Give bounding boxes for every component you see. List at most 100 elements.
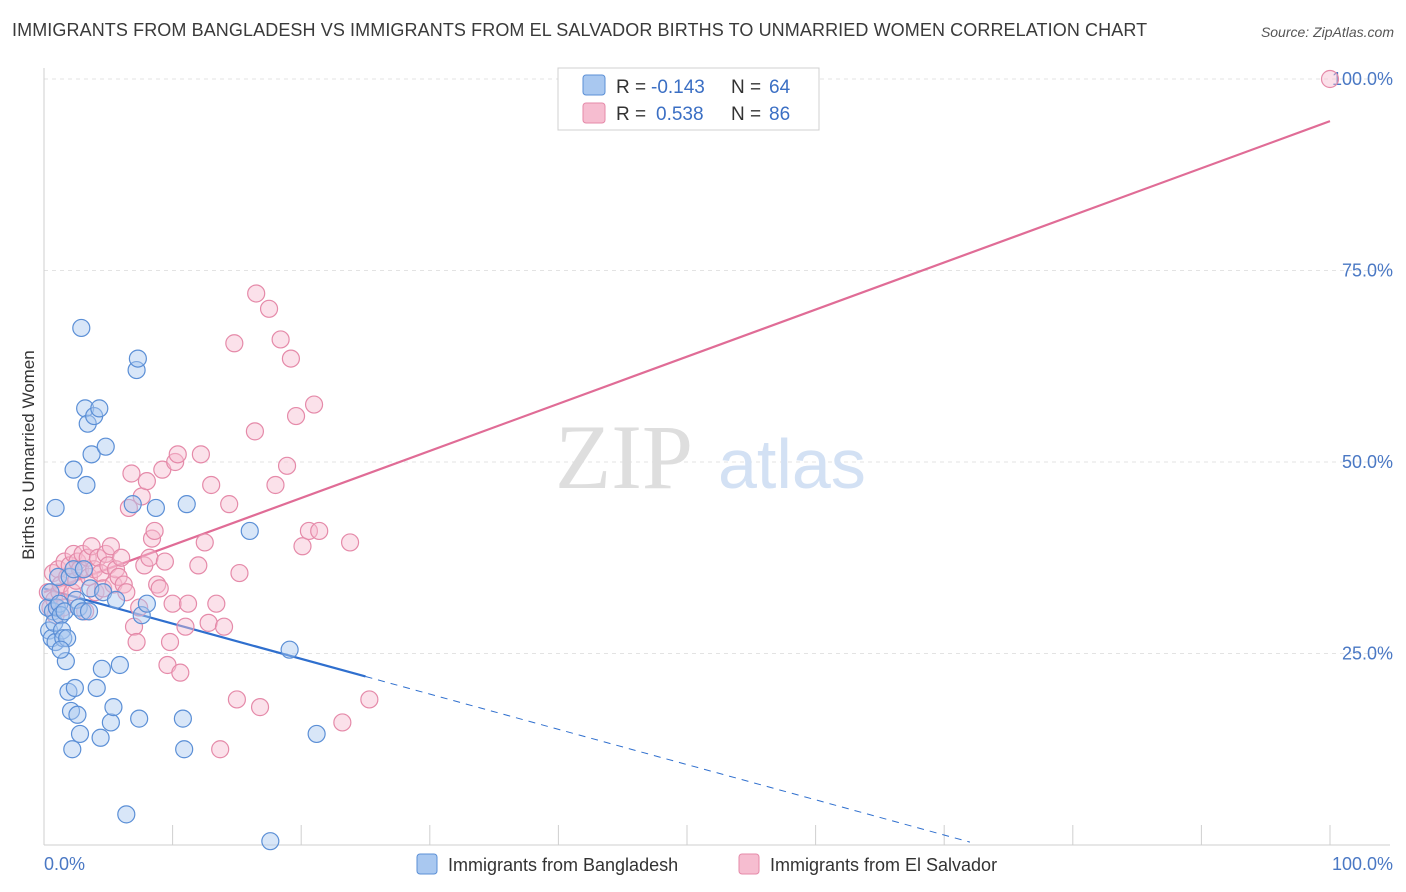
point-el-salvador	[227, 690, 246, 709]
point-bangladesh	[96, 437, 115, 456]
y-tick-label-75: 75.0%	[1342, 261, 1393, 281]
point-el-salvador	[1320, 69, 1340, 89]
bottom-legend-swatch-bangladesh	[416, 853, 438, 875]
trend-line-el-salvador	[43, 120, 1331, 594]
point-bangladesh	[63, 740, 82, 759]
point-bangladesh	[55, 602, 74, 621]
legend-r-value-pink: 0.538	[656, 104, 704, 125]
point-bangladesh	[77, 475, 96, 495]
point-bangladesh	[51, 640, 70, 659]
point-bangladesh	[82, 445, 101, 464]
point-bangladesh	[58, 629, 77, 648]
point-el-salvador	[299, 521, 319, 541]
point-bangladesh	[110, 655, 129, 675]
point-el-salvador	[211, 740, 230, 759]
point-bangladesh	[130, 709, 149, 728]
point-bangladesh	[56, 652, 75, 671]
point-bangladesh	[73, 602, 92, 621]
point-el-salvador	[137, 472, 156, 491]
point-bangladesh	[307, 724, 326, 744]
point-bangladesh	[92, 659, 111, 678]
source-credit: Source: ZipAtlas.com	[1260, 24, 1394, 40]
gridlines	[44, 78, 1390, 654]
point-bangladesh	[261, 832, 280, 851]
point-bangladesh	[54, 629, 73, 648]
point-bangladesh	[123, 495, 142, 514]
point-el-salvador	[225, 334, 244, 353]
point-bangladesh	[128, 349, 147, 368]
point-el-salvador	[127, 632, 146, 652]
point-el-salvador	[189, 556, 208, 575]
legend-r-label-blue: R =	[616, 77, 646, 98]
point-el-salvador	[245, 422, 265, 441]
y-tick-label-100: 100.0%	[1332, 69, 1393, 89]
point-el-salvador	[202, 475, 221, 495]
point-el-salvador	[160, 632, 180, 652]
watermark-atlas: atlas	[718, 425, 866, 503]
chart-title: IMMIGRANTS FROM BANGLADESH VS IMMIGRANTS…	[12, 20, 1148, 40]
point-el-salvador	[214, 617, 234, 636]
point-el-salvador	[145, 521, 164, 541]
point-bangladesh	[280, 640, 299, 659]
bottom-legend-label-bangladesh: Immigrants from Bangladesh	[448, 855, 678, 875]
legend-n-value-pink: 86	[769, 104, 790, 125]
x-tick-label-0: 0.0%	[44, 854, 85, 874]
point-bangladesh	[74, 560, 93, 579]
point-el-salvador	[333, 713, 352, 732]
point-el-salvador	[101, 537, 120, 556]
point-el-salvador	[117, 583, 136, 602]
point-bangladesh	[87, 678, 106, 698]
point-el-salvador	[171, 663, 190, 682]
point-bangladesh	[127, 360, 146, 380]
trend-lines	[43, 120, 1331, 843]
point-bangladesh	[79, 602, 99, 621]
point-el-salvador	[191, 445, 210, 464]
bottom-legend-swatch-el-salvador	[738, 853, 760, 875]
point-bangladesh	[64, 460, 83, 479]
point-el-salvador	[293, 537, 312, 556]
legend-n-label-blue: N =	[731, 77, 761, 98]
y-axis-label: Births to Unmarried Women	[19, 350, 38, 559]
tick-labels: 25.0% 50.0% 75.0% 100.0% 0.0% 100.0%	[44, 69, 1393, 874]
series-el-salvador-points	[38, 69, 1340, 759]
trend-line-bangladesh	[43, 587, 366, 678]
point-bangladesh	[240, 521, 259, 541]
point-bangladesh	[72, 318, 91, 338]
point-bangladesh	[65, 678, 84, 698]
point-bangladesh	[106, 590, 126, 609]
point-el-salvador	[140, 548, 159, 567]
point-bangladesh	[101, 713, 120, 732]
point-el-salvador	[281, 349, 301, 368]
axes	[43, 68, 1390, 846]
point-el-salvador	[230, 563, 249, 583]
point-el-salvador	[259, 299, 279, 318]
point-bangladesh	[68, 705, 87, 724]
point-bangladesh	[175, 740, 194, 759]
point-el-salvador	[94, 579, 113, 598]
point-bangladesh	[146, 498, 165, 518]
point-el-salvador	[304, 395, 324, 414]
point-el-salvador	[176, 617, 195, 636]
point-el-salvador	[122, 464, 141, 483]
legend-n-label-pink: N =	[731, 104, 761, 125]
point-bangladesh	[46, 498, 65, 518]
point-el-salvador	[199, 613, 218, 632]
point-el-salvador	[112, 548, 131, 567]
x-tick-label-100: 100.0%	[1332, 854, 1393, 874]
point-el-salvador	[168, 445, 187, 464]
top-legend: R = -0.143 N = 64 R = 0.538 N = 86	[557, 67, 820, 131]
point-bangladesh	[64, 560, 83, 579]
watermark: ZIP atlas	[555, 406, 866, 508]
point-bangladesh	[91, 728, 110, 747]
y-tick-label-25: 25.0%	[1342, 644, 1393, 664]
point-el-salvador	[277, 456, 297, 475]
point-el-salvador	[155, 552, 174, 571]
legend-r-value-blue: -0.143	[651, 77, 705, 98]
point-el-salvador	[310, 521, 329, 541]
y-tick-label-50: 50.0%	[1342, 452, 1393, 472]
point-el-salvador	[178, 594, 198, 613]
legend-swatch-blue	[582, 74, 606, 96]
point-el-salvador	[78, 548, 97, 567]
point-el-salvador	[266, 475, 285, 495]
